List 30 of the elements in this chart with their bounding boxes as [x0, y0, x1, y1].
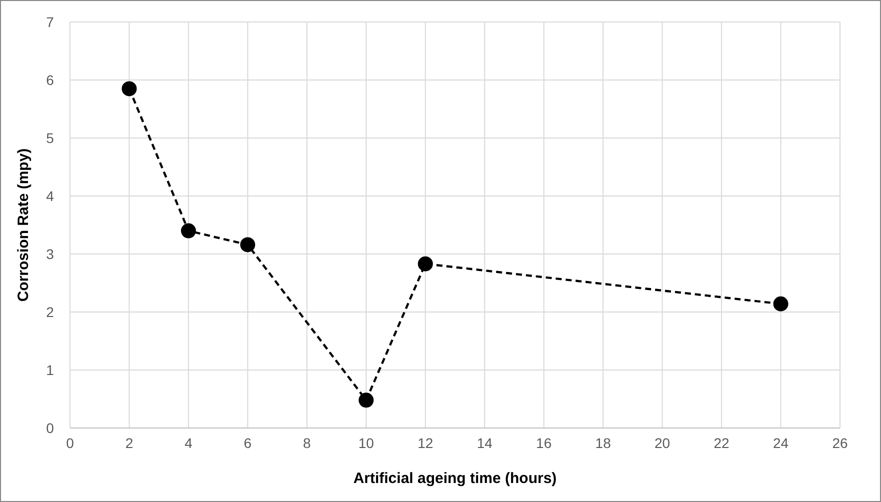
- x-axis-title: Artificial ageing time (hours): [353, 470, 557, 487]
- y-tick-label: 6: [46, 72, 54, 88]
- y-tick-label: 3: [46, 246, 54, 262]
- x-tick-label: 10: [358, 435, 374, 451]
- x-tick-label: 20: [654, 435, 670, 451]
- x-tick-label: 0: [66, 435, 74, 451]
- y-tick-label: 2: [46, 304, 54, 320]
- y-tick-label: 1: [46, 362, 54, 378]
- x-tick-label: 14: [476, 435, 493, 451]
- y-tick-label: 5: [46, 130, 54, 146]
- point: [122, 81, 137, 96]
- x-tick-label: 8: [303, 435, 312, 451]
- x-tick-label: 12: [418, 435, 434, 451]
- y-tick-label: 0: [46, 420, 54, 436]
- point: [773, 296, 788, 312]
- x-tick-label: 16: [536, 435, 552, 451]
- x-tick-label: 18: [595, 435, 612, 451]
- x-tick-label: 4: [184, 435, 193, 451]
- point: [418, 256, 433, 272]
- x-tick-label: 24: [772, 435, 789, 451]
- x-tick-label: 6: [244, 435, 252, 451]
- x-tick-label: 2: [125, 435, 134, 451]
- x-tick-label: 26: [832, 435, 848, 451]
- point: [358, 392, 374, 408]
- y-axis-title: Corrosion Rate (mpy): [15, 148, 32, 302]
- point: [180, 223, 196, 238]
- x-tick-label: 22: [714, 435, 730, 451]
- y-tick-label: 4: [46, 188, 54, 204]
- y-tick-label: 7: [46, 14, 54, 30]
- point: [240, 237, 256, 252]
